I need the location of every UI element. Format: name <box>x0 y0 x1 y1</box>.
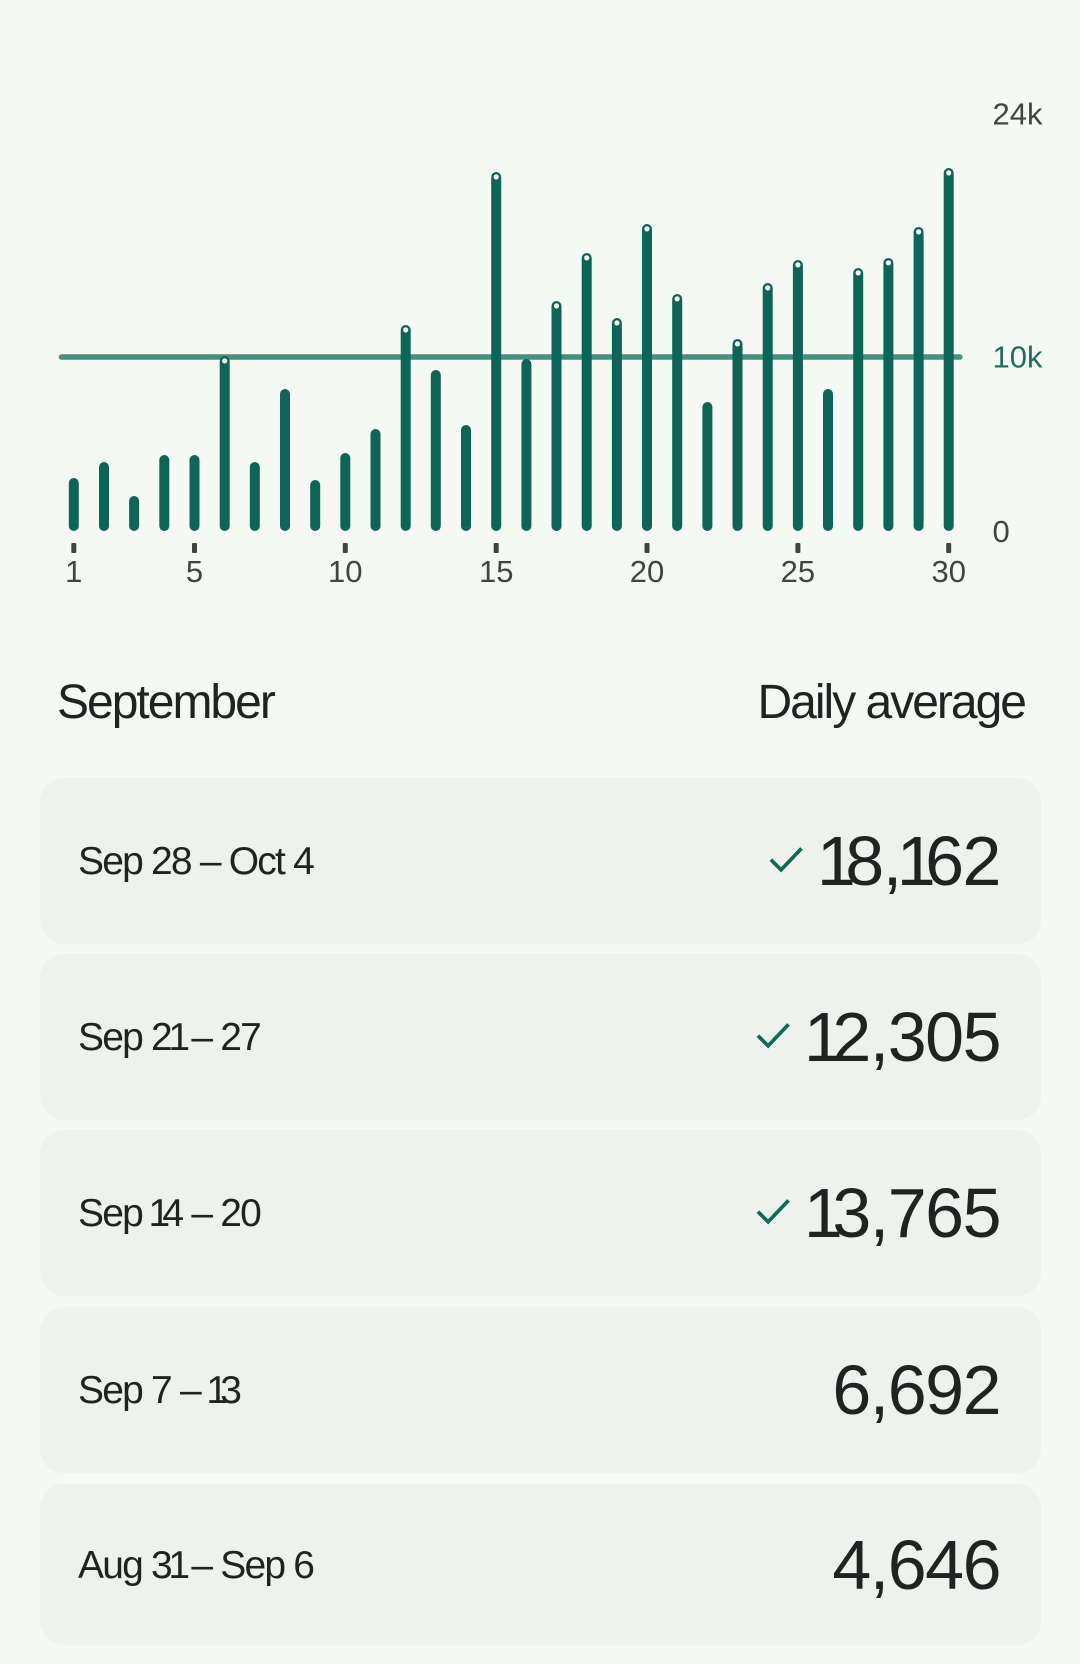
svg-text:0: 0 <box>993 514 1010 549</box>
svg-text:15: 15 <box>479 554 513 589</box>
svg-text:24k: 24k <box>993 97 1043 132</box>
svg-text:25: 25 <box>781 554 815 589</box>
svg-text:20: 20 <box>630 554 664 589</box>
svg-text:30: 30 <box>931 554 965 589</box>
svg-text:5: 5 <box>186 554 203 589</box>
svg-text:10k: 10k <box>993 340 1043 375</box>
svg-text:1: 1 <box>65 554 82 589</box>
svg-text:10: 10 <box>328 554 362 589</box>
